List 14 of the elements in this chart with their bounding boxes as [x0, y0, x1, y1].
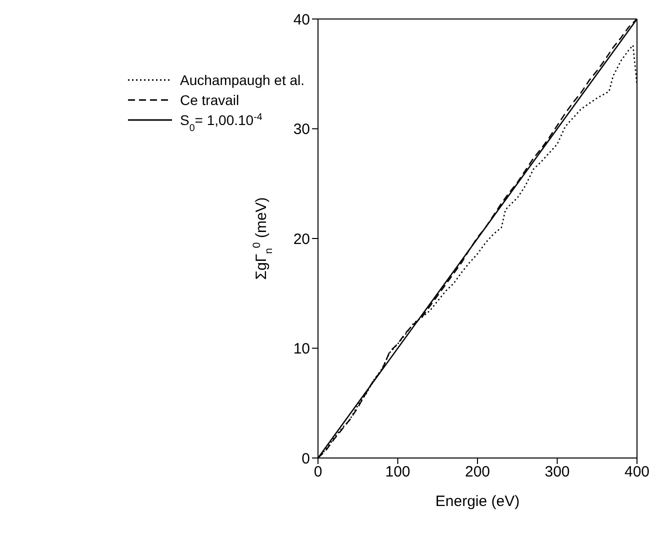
- y-tick-label: 20: [293, 230, 310, 248]
- y-tick-label: 40: [293, 11, 310, 28]
- legend-label: Ce travail: [180, 92, 240, 108]
- x-tick-label: 300: [544, 464, 570, 481]
- y-tick-label: 0: [302, 450, 310, 468]
- legend-label: S$_{0}$= 1,00.10$^{-4}$: [180, 112, 263, 134]
- x-tick-label: 0: [314, 464, 322, 481]
- x-tick-label: 200: [464, 464, 490, 481]
- x-tick-label: 400: [624, 464, 650, 481]
- y-tick-label: 30: [293, 121, 310, 138]
- x-axis-title: Energie (eV): [435, 493, 520, 510]
- legend-label: Auchampaugh et al.: [180, 72, 305, 88]
- x-tick-label: 100: [385, 464, 410, 481]
- y-tick-label: 10: [293, 340, 310, 358]
